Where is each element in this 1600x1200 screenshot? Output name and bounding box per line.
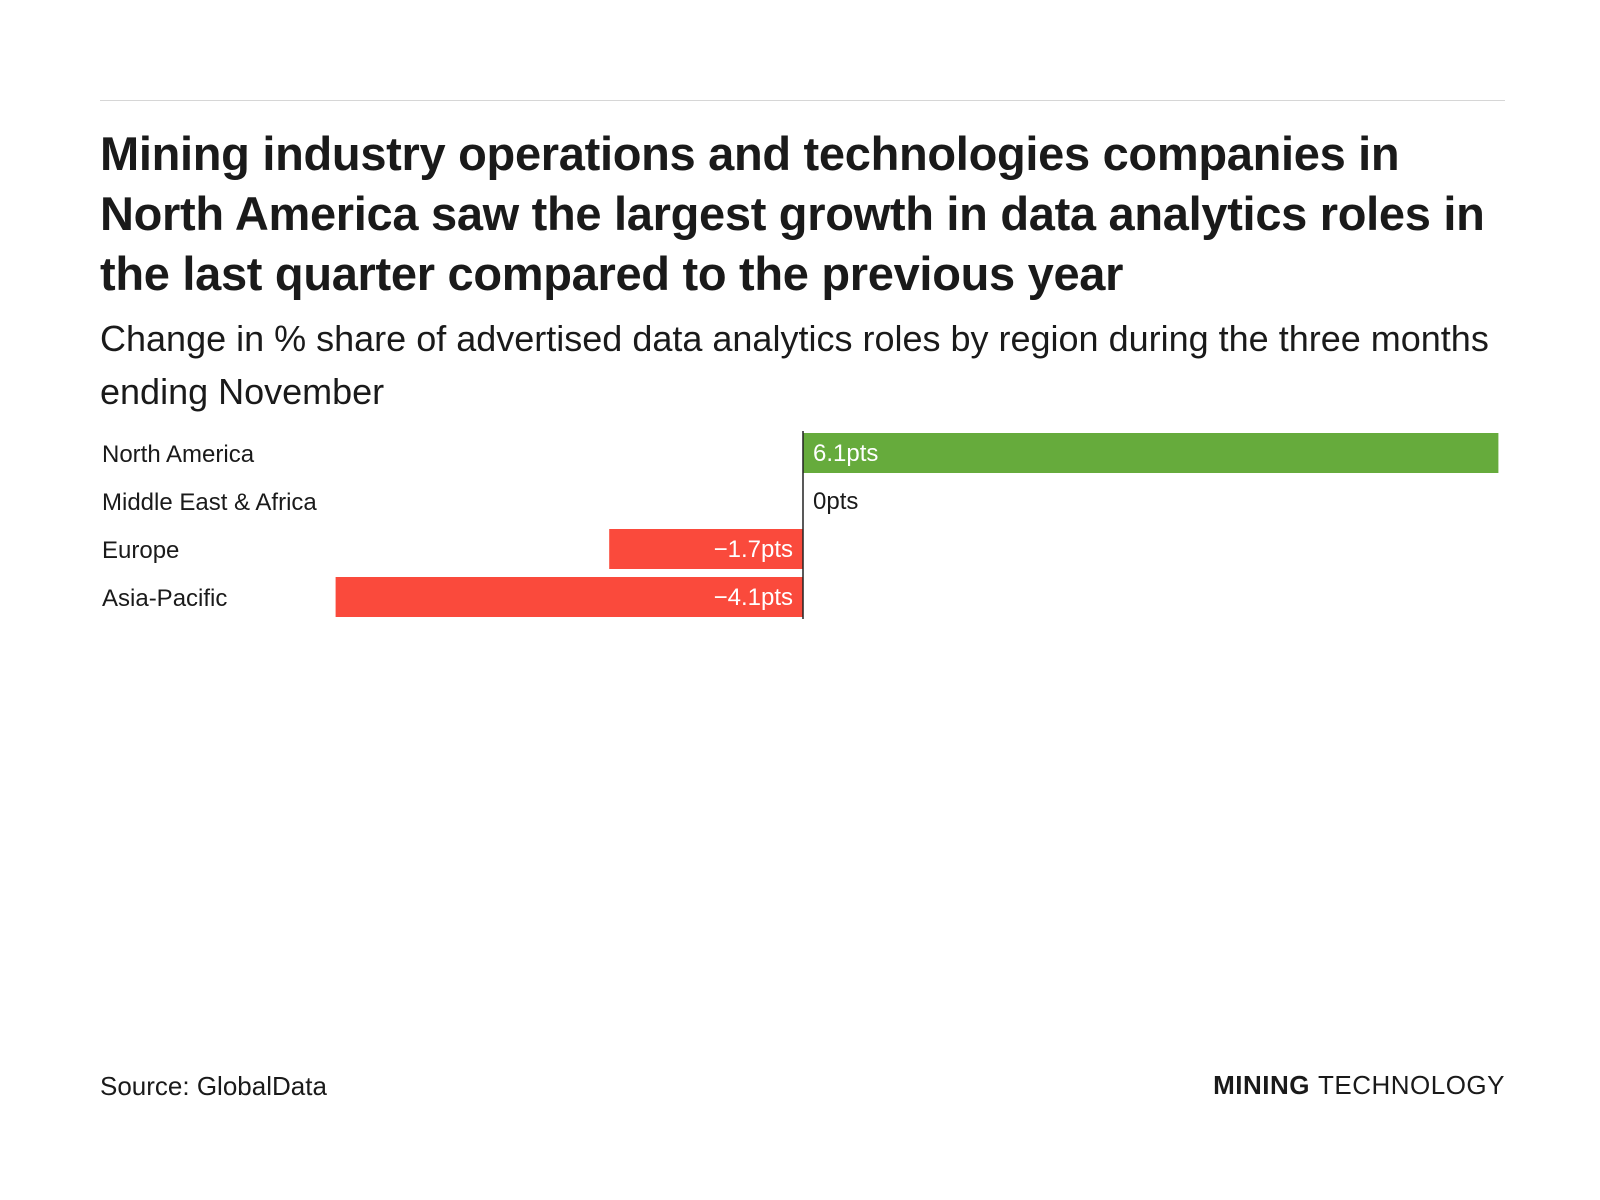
brand-logo-light: TECHNOLOGY	[1317, 1070, 1505, 1100]
chart-subtitle: Change in % share of advertised data ana…	[100, 318, 1489, 412]
category-label: North America	[102, 441, 255, 468]
bar	[335, 577, 803, 617]
brand-logo: MINING TECHNOLOGY	[1213, 1068, 1505, 1102]
bar	[803, 433, 1499, 473]
category-label: Middle East & Africa	[102, 489, 317, 516]
data-label: −1.7pts	[714, 536, 793, 563]
brand-logo-bold: MINING	[1213, 1070, 1310, 1100]
data-label: −4.1pts	[714, 584, 793, 611]
bar	[609, 529, 803, 569]
chart-title: Mining industry operations and technolog…	[100, 127, 1485, 300]
category-label: Europe	[102, 537, 179, 564]
data-label: 6.1pts	[813, 440, 878, 467]
category-label: Asia-Pacific	[102, 585, 227, 612]
bar-chart: North America 6.1pts Middle East & Africa 0…	[102, 431, 1499, 619]
source-note: Source: GlobalData	[100, 1071, 327, 1101]
data-label: 0pts	[813, 488, 858, 515]
top-divider	[100, 100, 1505, 101]
